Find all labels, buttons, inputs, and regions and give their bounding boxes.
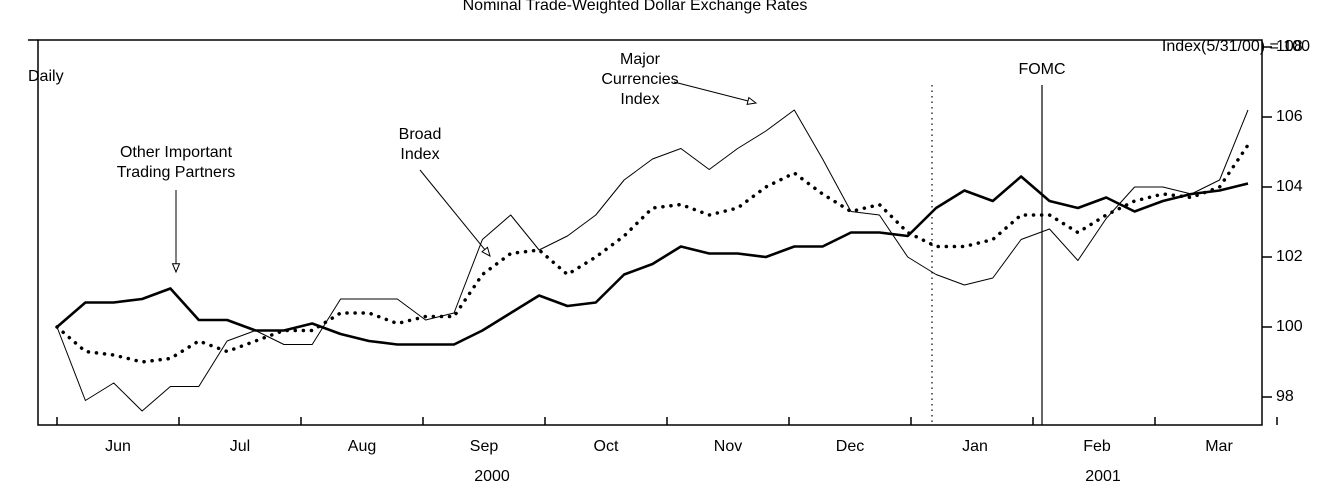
y-tick-label: 104 bbox=[1276, 178, 1303, 195]
annotation: Index bbox=[400, 146, 439, 163]
series-line bbox=[56, 109, 1249, 412]
year-label: 2001 bbox=[1085, 468, 1121, 485]
x-tick-label: Jun bbox=[105, 438, 131, 455]
y-tick-label: 102 bbox=[1276, 248, 1303, 265]
chart-subtitle: Index(5/31/00) = 100 bbox=[1162, 38, 1310, 55]
arrow-head bbox=[481, 246, 491, 257]
plot-frame bbox=[37, 39, 1263, 426]
annotation: FOMC bbox=[1018, 61, 1065, 78]
x-tick-label: Dec bbox=[836, 438, 864, 455]
y-tick-label: 108 bbox=[1276, 38, 1303, 55]
x-tick-label: Aug bbox=[348, 438, 376, 455]
annotation: Broad bbox=[399, 126, 442, 143]
chart-title: Nominal Trade-Weighted Dollar Exchange R… bbox=[463, 0, 808, 14]
arrow-head bbox=[171, 263, 181, 274]
y-tick-label: 100 bbox=[1276, 318, 1303, 335]
annotation-arrow bbox=[673, 81, 757, 104]
arrow-head bbox=[746, 96, 758, 105]
x-tick-label: Jul bbox=[230, 438, 250, 455]
annotation: Index bbox=[620, 91, 659, 108]
x-tick-label: Nov bbox=[714, 438, 742, 455]
series-line bbox=[55, 143, 1250, 364]
x-tick-label: Sep bbox=[470, 438, 499, 455]
x-tick-label: Mar bbox=[1205, 438, 1233, 455]
annotation: Other Important bbox=[120, 144, 233, 161]
x-tick-label: Jan bbox=[962, 438, 988, 455]
y-tick-label: 106 bbox=[1276, 108, 1303, 125]
year-label: 2000 bbox=[474, 468, 510, 485]
x-tick-label: Feb bbox=[1083, 438, 1111, 455]
annotation: Currencies bbox=[601, 71, 678, 88]
annotation-arrow bbox=[419, 169, 491, 257]
annotation: Trading Partners bbox=[117, 164, 236, 181]
annotation: Major bbox=[620, 51, 661, 68]
y-tick-label: 98 bbox=[1276, 388, 1294, 405]
frequency-label: Daily bbox=[28, 68, 64, 85]
series-line bbox=[56, 175, 1249, 346]
x-tick-label: Oct bbox=[594, 438, 619, 455]
